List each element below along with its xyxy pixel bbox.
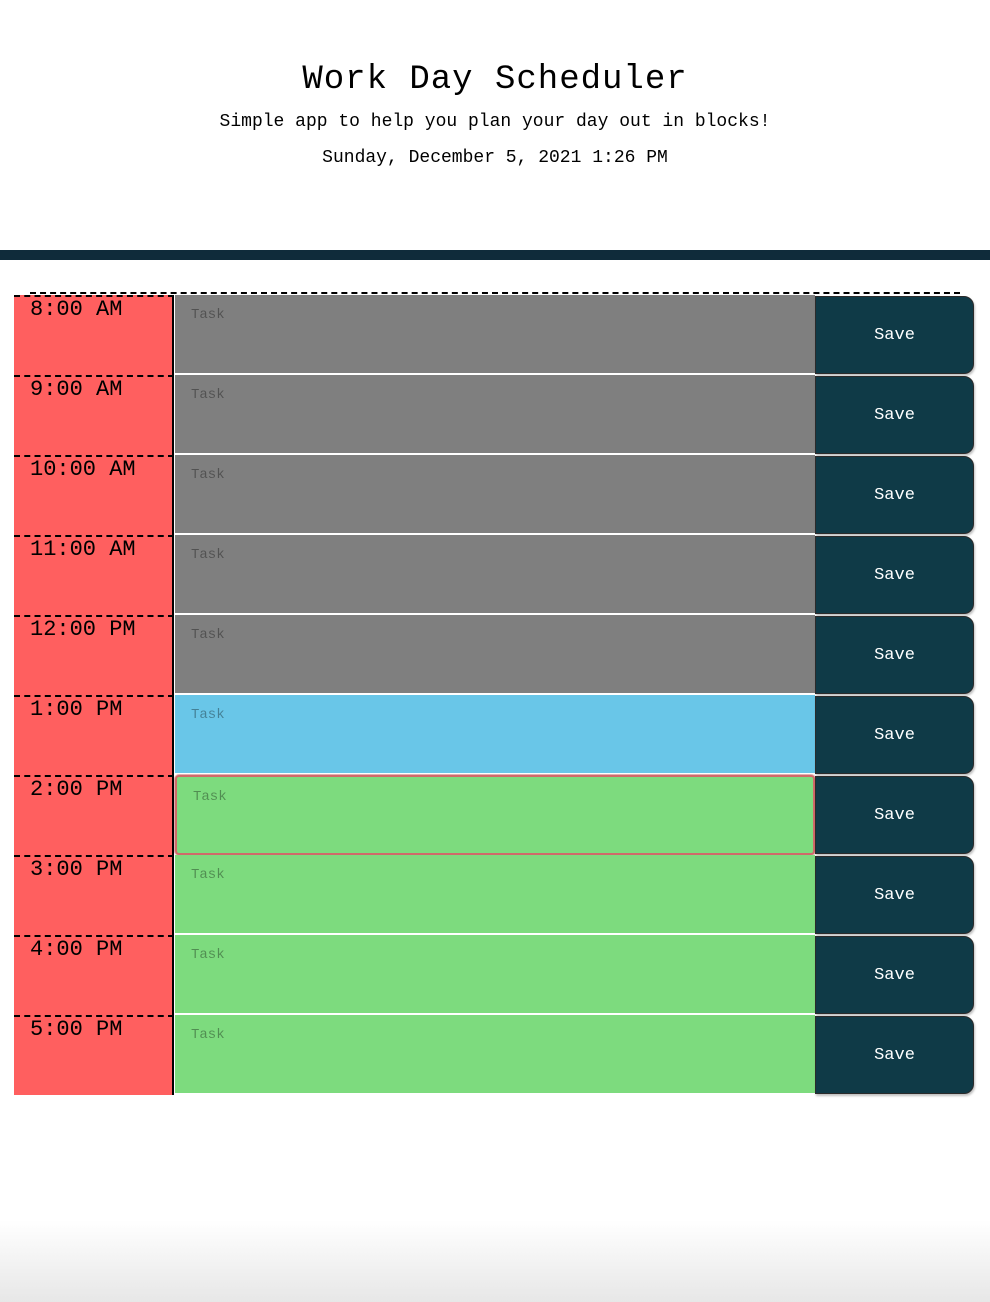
hour-label: 4:00 PM	[30, 937, 123, 962]
save-button[interactable]: Save	[815, 1016, 974, 1094]
time-block-row: 8:00 AM Save	[14, 295, 974, 375]
current-date: Sunday, December 5, 2021 1:26 PM	[322, 148, 668, 168]
hour-label: 12:00 PM	[30, 617, 136, 642]
save-button[interactable]: Save	[815, 456, 974, 534]
time-block-row: 1:00 PM Save	[14, 695, 974, 775]
hour-label: 10:00 AM	[30, 457, 136, 482]
time-block-row: 11:00 AM Save	[14, 535, 974, 615]
hour-cell: 4:00 PM	[14, 935, 174, 1015]
save-button[interactable]: Save	[815, 856, 974, 934]
time-block-row: 4:00 PM Save	[14, 935, 974, 1015]
hour-cell: 12:00 PM	[14, 615, 174, 695]
save-button[interactable]: Save	[815, 536, 974, 614]
task-input[interactable]	[175, 295, 815, 375]
hour-label: 9:00 AM	[30, 377, 123, 402]
time-block-list: 8:00 AM Save 9:00 AM Save 10:00 AM Save …	[14, 295, 974, 1095]
hour-cell: 8:00 AM	[14, 295, 174, 375]
hour-cell: 1:00 PM	[14, 695, 174, 775]
save-button[interactable]: Save	[815, 696, 974, 774]
page-header: Work Day Scheduler Simple app to help yo…	[0, 0, 990, 250]
header-divider-bar	[0, 250, 990, 260]
time-block-row: 3:00 PM Save	[14, 855, 974, 935]
task-input[interactable]	[175, 455, 815, 535]
save-button[interactable]: Save	[815, 616, 974, 694]
bottom-shadow	[0, 1220, 990, 1302]
task-input[interactable]	[175, 695, 815, 775]
schedule-top-divider	[30, 292, 960, 294]
task-input[interactable]	[175, 1015, 815, 1095]
task-input[interactable]	[175, 935, 815, 1015]
hour-cell: 11:00 AM	[14, 535, 174, 615]
hour-label: 11:00 AM	[30, 537, 136, 562]
hour-label: 8:00 AM	[30, 297, 123, 322]
hour-cell: 3:00 PM	[14, 855, 174, 935]
time-block-row: 2:00 PM Save	[14, 775, 974, 855]
save-button[interactable]: Save	[815, 296, 974, 374]
save-button[interactable]: Save	[815, 936, 974, 1014]
hour-label: 2:00 PM	[30, 777, 123, 802]
hour-cell: 2:00 PM	[14, 775, 174, 855]
task-input[interactable]	[175, 615, 815, 695]
hour-label: 5:00 PM	[30, 1017, 123, 1042]
task-input[interactable]	[175, 855, 815, 935]
task-input[interactable]	[175, 375, 815, 455]
hour-label: 3:00 PM	[30, 857, 123, 882]
hour-cell: 10:00 AM	[14, 455, 174, 535]
time-block-row: 5:00 PM Save	[14, 1015, 974, 1095]
time-block-row: 12:00 PM Save	[14, 615, 974, 695]
page-subtitle: Simple app to help you plan your day out…	[219, 112, 771, 132]
task-input[interactable]	[175, 535, 815, 615]
page-title: Work Day Scheduler	[302, 61, 688, 99]
hour-label: 1:00 PM	[30, 697, 123, 722]
task-input[interactable]	[175, 775, 815, 855]
time-block-row: 9:00 AM Save	[14, 375, 974, 455]
time-block-row: 10:00 AM Save	[14, 455, 974, 535]
save-button[interactable]: Save	[815, 776, 974, 854]
hour-cell: 5:00 PM	[14, 1015, 174, 1095]
hour-cell: 9:00 AM	[14, 375, 174, 455]
save-button[interactable]: Save	[815, 376, 974, 454]
